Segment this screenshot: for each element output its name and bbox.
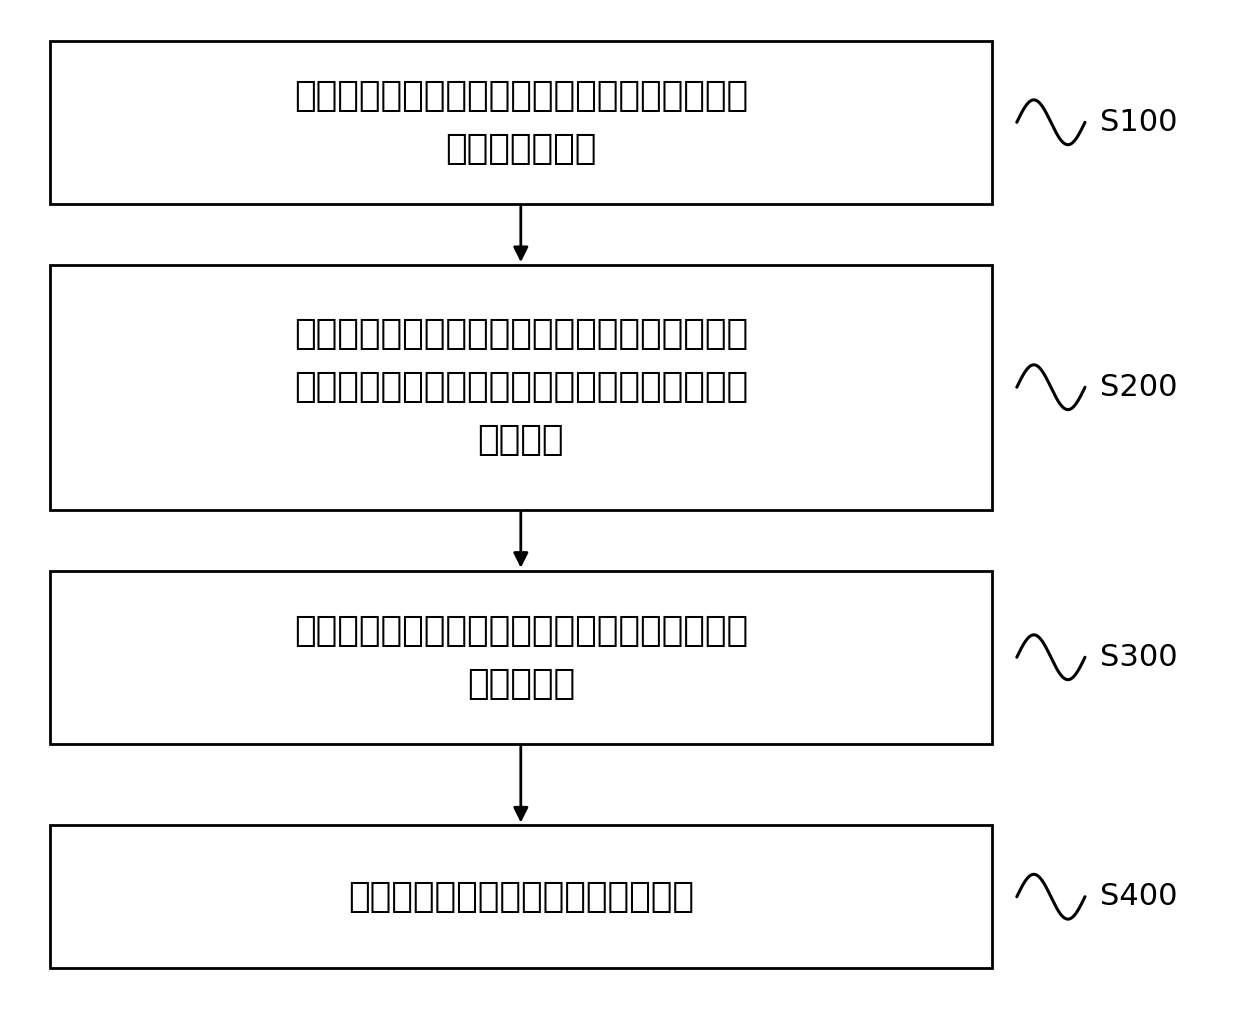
Text: 根据所述实际波特率进行波特率校准: 根据所述实际波特率进行波特率校准 [347,879,694,914]
Bar [50,41,992,204]
Text: S200: S200 [1100,373,1178,401]
Text: S100: S100 [1100,108,1178,137]
Text: 接收室内机在第一预设时长内以预设波特率发送
的测试脉冲信号: 接收室内机在第一预设时长内以预设波特率发送 的测试脉冲信号 [294,78,748,166]
Text: S400: S400 [1100,882,1178,911]
Text: S300: S300 [1100,643,1178,672]
Text: 根据所述第一预设时长和所述上升沿个数，计算
实际波特率: 根据所述第一预设时长和所述上升沿个数，计算 实际波特率 [294,613,748,701]
Bar [50,825,992,968]
Bar [50,571,992,744]
Text: 统计所述测试脉冲信号自第一个上升沿起，在所
述第一预设时长内接收到所述测试脉冲信号的上
升沿个数: 统计所述测试脉冲信号自第一个上升沿起，在所 述第一预设时长内接收到所述测试脉冲信… [294,317,748,458]
Bar [50,265,992,510]
